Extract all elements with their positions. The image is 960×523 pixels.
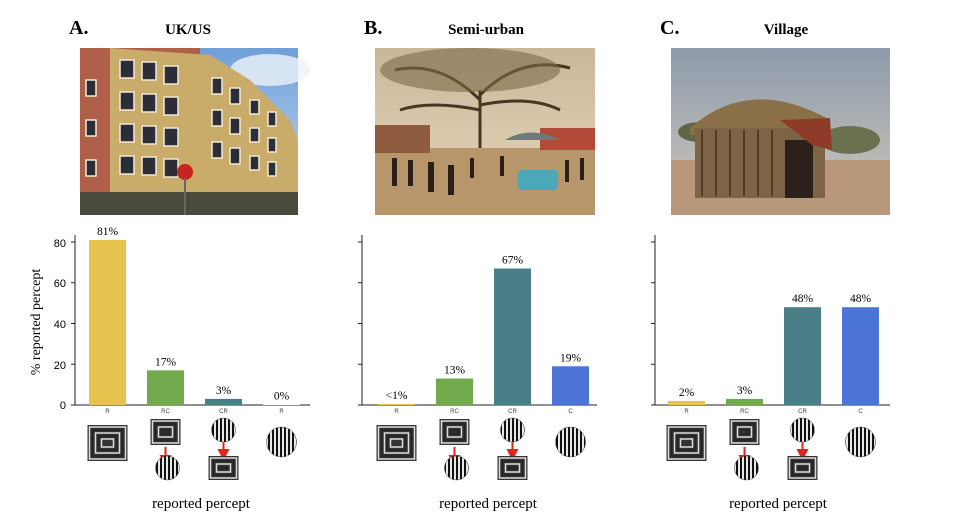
category-label: CR [219,409,228,415]
rectangle-stimulus-icon [376,425,417,461]
y-tick-label: 60 [54,278,66,290]
category-label: CR [508,409,517,415]
panel-label-c: C. [660,17,679,39]
category-label: C [858,409,863,415]
panel-title-c: Village [764,22,809,38]
bar-c [552,366,589,405]
category-label: R [105,409,110,415]
y-axis-label: % reported percept [29,269,44,376]
data-label: 0% [274,390,290,402]
rectangle-stimulus-icon [150,419,181,445]
thatched-hut-photo [671,48,890,215]
bar-rc [147,370,184,405]
x-axis-label-a: reported percept [152,496,251,512]
data-label: 17% [155,356,177,368]
data-label: <1% [386,390,408,402]
category-label: RC [740,409,749,415]
bar-rc [726,398,763,405]
y-tick-label: 40 [54,319,66,331]
bar-cr [205,398,242,405]
x-axis-label-b: reported percept [439,496,538,512]
data-label: 3% [737,385,753,397]
y-ticks-a: 0 20 40 60 80 [54,238,66,412]
data-label: 3% [216,385,232,397]
circle-stimulus-icon [790,417,815,443]
category-label: R [684,409,689,415]
rectangle-stimulus-icon [439,419,470,445]
panel-title-a: UK/US [165,22,211,38]
bar-r [89,239,126,405]
circle-stimulus-icon [734,455,759,481]
y-tick-label: 20 [54,360,66,372]
y-tick-label: 80 [54,238,66,250]
bar-c [842,307,879,405]
data-label: 2% [679,387,695,399]
bar-rc [436,378,473,405]
circle-stimulus-icon [444,455,469,481]
rectangle-stimulus-icon [666,425,707,461]
data-label: 13% [444,365,466,377]
data-label: 67% [502,254,524,266]
category-label: CR [798,409,807,415]
apartment-building-photo [80,48,310,215]
street-market-photo [375,48,595,215]
bar-cr [784,307,821,405]
circle-stimulus-icon [155,455,180,481]
category-label: RC [450,409,459,415]
circle-stimulus-icon [211,417,236,443]
circle-stimulus-icon [266,426,297,458]
rectangle-stimulus-icon [208,456,239,480]
y-tick-marks [71,241,655,406]
data-label: 19% [560,352,582,364]
stimulus-icons [87,417,876,481]
category-label: RC [161,409,170,415]
data-label: 48% [792,293,814,305]
x-axis-label-c: reported percept [729,496,828,512]
rectangle-stimulus-icon [497,456,528,480]
panel-title-b: Semi-urban [448,22,525,38]
circle-stimulus-icon [555,426,586,458]
rectangle-stimulus-icon [787,456,818,480]
bar-r [378,403,415,405]
data-label: 48% [850,293,872,305]
data-label: 81% [97,226,119,238]
rectangle-stimulus-icon [87,425,128,461]
panel-label-a: A. [69,17,88,39]
rectangle-stimulus-icon [729,419,760,445]
bar-layer: 81% R 17% RC 3% CR 0% R <1% R 13% RC 67% CR 19% C 2% R 3% R… [89,226,879,415]
category-label: R [279,409,284,415]
bar-r [263,404,300,405]
y-tick-label: 0 [60,400,66,412]
bar-r [668,400,705,405]
category-label: C [568,409,573,415]
panel-label-b: B. [364,17,382,39]
category-label: R [394,409,399,415]
circle-stimulus-icon [845,426,876,458]
circle-stimulus-icon [500,417,525,443]
bar-cr [494,268,531,405]
